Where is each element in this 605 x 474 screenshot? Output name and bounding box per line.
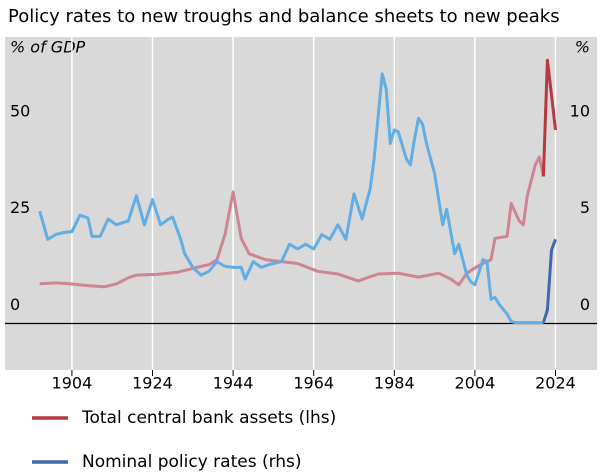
legend-label: Nominal policy rates (rhs) (82, 452, 302, 472)
x-tick-label: 2004 (455, 374, 496, 393)
plot-background (5, 37, 597, 370)
x-tick-label: 1944 (213, 374, 254, 393)
x-tick-label: 1904 (52, 374, 93, 393)
y-tick-label: 50 (10, 101, 30, 120)
x-tick-label: 1984 (374, 374, 415, 393)
chart-title: Policy rates to new troughs and balance … (8, 6, 560, 27)
x-tick-label: 2024 (535, 374, 576, 393)
y-tick-label: 0 (10, 295, 20, 314)
line-recent (541, 238, 557, 324)
line-recent (541, 58, 557, 177)
y2-tick-label: 10 (570, 101, 590, 120)
y2-axis-label: % (575, 38, 590, 57)
legend-label: Total central bank assets (lhs) (81, 408, 336, 428)
line-history (39, 155, 545, 289)
y-axis-label: % of GDP (10, 38, 86, 57)
x-tick-label: 1964 (293, 374, 334, 393)
line-history (38, 72, 544, 325)
y2-tick-label: 0 (580, 295, 590, 314)
y2-tick-label: 5 (580, 198, 590, 217)
x-tick-label: 1924 (132, 374, 173, 393)
y-tick-label: 25 (10, 198, 30, 217)
